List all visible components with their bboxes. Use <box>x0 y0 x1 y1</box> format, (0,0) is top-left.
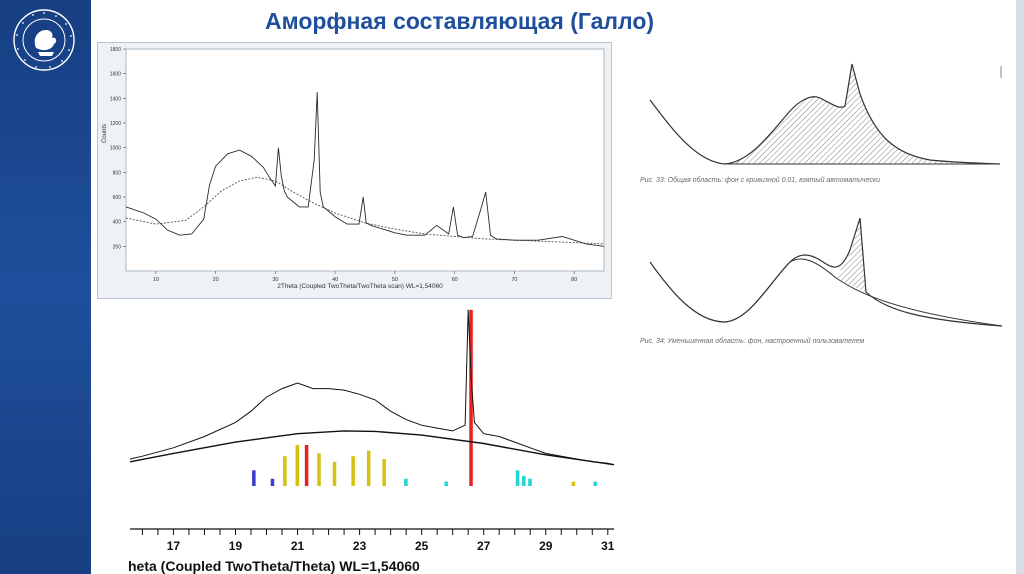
bottom-x-tick-label: 25 <box>415 539 429 553</box>
xrd-x-tick-label: 60 <box>452 277 458 283</box>
figure-34: Рис. 34: Уменьшенная область: фон, настр… <box>640 217 1003 345</box>
figure-33: Рис. 33: Общая область: фон с кривизной … <box>640 63 1002 184</box>
phase-bar <box>382 459 386 486</box>
left-brand-bar <box>0 0 91 574</box>
xrd-pattern-line <box>125 92 605 247</box>
xrd-x-tick-label: 20 <box>213 277 219 283</box>
phase-bar <box>304 444 309 486</box>
xrd-x-tick-label: 70 <box>511 277 517 283</box>
xrd-background-curve <box>125 176 605 245</box>
bottom-x-tick-label: 31 <box>601 539 615 553</box>
xrd-y-tick-label: 600 <box>113 195 122 201</box>
xrd-x-tick-label: 40 <box>332 277 338 283</box>
phase-bar <box>295 444 300 486</box>
right-edge-strip <box>1016 0 1024 574</box>
bottom-x-tick-label: 19 <box>229 539 243 553</box>
fig34-pattern-curve <box>649 217 1003 327</box>
xrd-y-tick-label: 1400 <box>110 96 121 102</box>
phase-bar <box>283 456 287 486</box>
fig33-caption: Рис. 33: Общая область: фон с кривизной … <box>640 176 880 184</box>
fig33-pattern-curve <box>649 63 1001 165</box>
university-logo <box>13 9 75 71</box>
phase-bar <box>444 481 448 486</box>
phase-bar <box>252 470 256 486</box>
xrd-x-tick-label: 50 <box>392 277 398 283</box>
amorphous-hump-chart: 17 19 21 23 25 27 29 31 heta (Coupled TwoTheta/… <box>128 309 615 574</box>
xrd-chart-frame: Counts 2Theta (Coupled TwoTheta/TwoTheta… <box>97 42 612 299</box>
phase-bar <box>366 450 371 486</box>
xrd-y-tick-label: 1800 <box>110 47 121 53</box>
bottom-x-tick-label: 23 <box>353 539 367 553</box>
phase-bar <box>522 475 526 486</box>
xrd-x-tick-label: 80 <box>571 277 577 283</box>
phase-bar <box>528 478 532 486</box>
xrd-y-tick-label: 400 <box>113 220 122 226</box>
slide-title: Аморфная составляющая (Галло) <box>265 8 655 34</box>
bottom-x-tick-label: 17 <box>167 539 181 553</box>
phase-bar <box>270 478 275 486</box>
phase-bar <box>571 481 576 486</box>
xrd-y-tick-label: 200 <box>113 244 122 250</box>
xrd-y-tick-label: 1600 <box>110 72 121 78</box>
phase-bar <box>469 309 473 486</box>
bottom-xlabel: heta (Coupled TwoTheta/Theta) WL=1,54060 <box>128 558 420 574</box>
bottom-background-curve <box>129 430 615 466</box>
bottom-x-tick-label: 27 <box>477 539 491 553</box>
fig33-hatched-area <box>725 64 1000 164</box>
bottom-x-tick-label: 21 <box>291 539 305 553</box>
phase-bar <box>515 470 520 486</box>
phase-bar <box>351 456 355 486</box>
xrd-y-tick-label: 1200 <box>110 121 121 127</box>
xrd-xlabel: 2Theta (Coupled TwoTheta/TwoTheta scan) … <box>277 283 443 290</box>
fig34-hatched-peak <box>836 218 866 292</box>
phase-bar <box>317 453 321 486</box>
phase-bar <box>593 481 597 486</box>
xrd-ylabel: Counts <box>102 124 108 143</box>
fig34-background-curve <box>724 258 1003 327</box>
bottom-x-tick-label: 29 <box>539 539 553 553</box>
xrd-x-tick-label: 10 <box>153 277 159 283</box>
xrd-y-tick-label: 800 <box>113 170 122 176</box>
phase-bar <box>332 461 337 486</box>
bottom-pattern-line <box>129 309 615 466</box>
xrd-chart: Counts 2Theta (Coupled TwoTheta/TwoTheta… <box>102 47 605 290</box>
xrd-y-tick-label: 1000 <box>110 146 121 152</box>
phase-bar <box>404 478 408 486</box>
xrd-plot-area <box>125 48 605 272</box>
xrd-x-tick-label: 30 <box>272 277 278 283</box>
fig34-caption: Рис. 34: Уменьшенная область: фон, настр… <box>640 337 865 345</box>
